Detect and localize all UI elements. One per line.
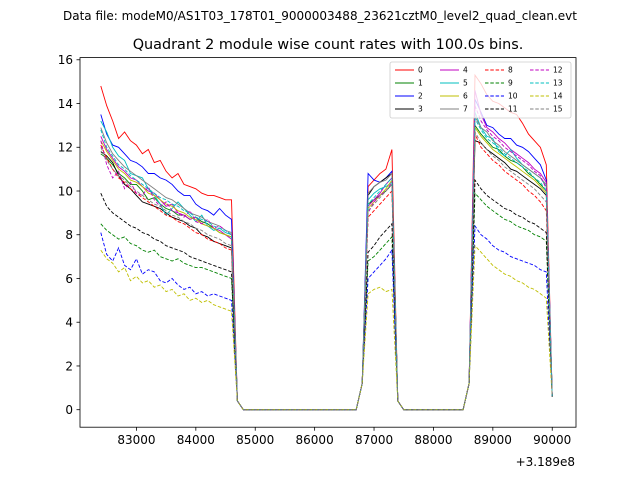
- series-line-2: [100, 99, 553, 411]
- series-line-0: [100, 73, 553, 411]
- series-line-5: [100, 112, 553, 411]
- x-tick-label: 84000: [177, 433, 215, 447]
- x-tick-label: 85000: [236, 433, 274, 447]
- x-tick-label: 83000: [117, 433, 155, 447]
- axes-frame: [79, 57, 577, 428]
- y-tick-label: 0: [65, 403, 73, 417]
- x-tick-label: 87000: [355, 433, 393, 447]
- legend-label-6: 6: [463, 92, 468, 101]
- plot-lines: [100, 73, 553, 411]
- series-line-14: [100, 244, 553, 411]
- y-tick-label: 2: [65, 359, 73, 373]
- legend-label-11: 11: [508, 105, 518, 114]
- series-line-12: [100, 105, 553, 411]
- legend-label-0: 0: [418, 66, 423, 75]
- x-tick-label: 90000: [533, 433, 571, 447]
- y-tick-label: 6: [65, 272, 73, 286]
- legend-label-9: 9: [508, 79, 513, 88]
- x-axis-offset-label: +3.189e8: [516, 455, 575, 469]
- y-tick-label: 14: [58, 97, 73, 111]
- x-tick-label: 86000: [296, 433, 334, 447]
- y-tick-label: 12: [58, 141, 73, 155]
- y-tick-label: 10: [58, 184, 73, 198]
- series-line-8: [100, 133, 553, 411]
- series-line-13: [100, 117, 553, 411]
- figure-suptitle: Data file: modeM0/AS1T03_178T01_90000034…: [63, 9, 577, 23]
- legend-label-5: 5: [463, 79, 468, 88]
- legend-label-3: 3: [418, 105, 423, 114]
- series-line-1: [100, 124, 553, 411]
- legend-label-2: 2: [418, 92, 423, 101]
- legend-label-7: 7: [463, 105, 468, 114]
- series-line-9: [100, 192, 553, 411]
- series-line-10: [100, 224, 553, 411]
- legend-label-4: 4: [463, 66, 468, 75]
- chart-title: Quadrant 2 module wise count rates with …: [133, 37, 524, 53]
- legend-label-13: 13: [553, 79, 563, 88]
- legend-box: [389, 61, 572, 119]
- x-tick-label: 88000: [414, 433, 452, 447]
- legend-label-12: 12: [553, 66, 563, 75]
- legend-label-1: 1: [418, 79, 423, 88]
- x-axis: 83000 84000 85000 86000 87000 88000 89000 90000: [117, 427, 571, 447]
- x-tick-label: 89000: [474, 433, 512, 447]
- legend-label-8: 8: [508, 66, 513, 75]
- series-line-11: [100, 178, 553, 411]
- series-line-3: [100, 140, 553, 411]
- y-tick-label: 8: [65, 228, 73, 242]
- legend-label-10: 10: [508, 92, 518, 101]
- y-tick-label: 4: [65, 316, 73, 330]
- y-axis: 0 2 4 6 8 10 12 14 16: [58, 53, 80, 417]
- legend-label-15: 15: [553, 105, 563, 114]
- y-tick-label: 16: [58, 53, 73, 67]
- series-line-6: [100, 126, 553, 411]
- series-line-7: [100, 114, 553, 411]
- legend-label-14: 14: [553, 92, 563, 101]
